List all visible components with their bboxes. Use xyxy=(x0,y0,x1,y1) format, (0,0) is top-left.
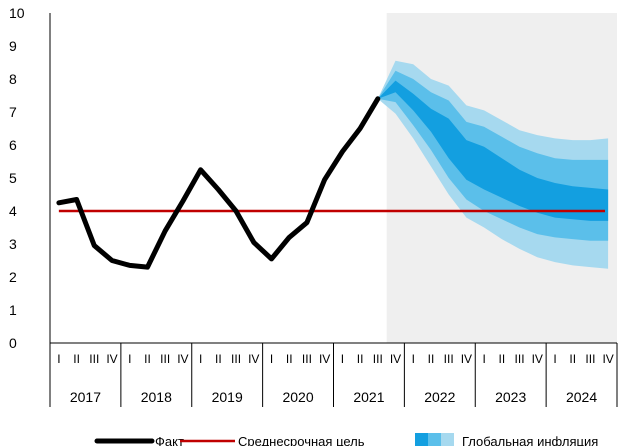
quarter-label: III xyxy=(160,352,170,366)
quarter-label: III xyxy=(302,352,312,366)
quarter-label: II xyxy=(357,352,364,366)
quarter-label: IV xyxy=(602,352,613,366)
quarter-label: I xyxy=(57,352,60,366)
quarter-label: III xyxy=(373,352,383,366)
year-label: 2019 xyxy=(212,389,243,405)
quarter-label: III xyxy=(585,352,595,366)
y-tick-label: 6 xyxy=(9,137,17,153)
y-tick-label: 1 xyxy=(9,302,17,318)
y-tick-label: 10 xyxy=(9,5,25,21)
y-tick-label: 2 xyxy=(9,269,17,285)
y-tick-label: 9 xyxy=(9,38,17,54)
quarter-label: IV xyxy=(461,352,472,366)
y-tick-label: 7 xyxy=(9,104,17,120)
year-label: 2020 xyxy=(282,389,313,405)
legend-fan-swatch-mid xyxy=(428,433,441,446)
quarter-label: I xyxy=(412,352,415,366)
y-axis: 0 1 2 3 4 5 6 7 8 9 10 xyxy=(9,5,51,351)
quarter-label: I xyxy=(553,352,556,366)
quarter-label: III xyxy=(444,352,454,366)
quarter-label: IV xyxy=(390,352,401,366)
y-tick-label: 3 xyxy=(9,236,17,252)
quarter-label: II xyxy=(286,352,293,366)
quarter-label: II xyxy=(73,352,80,366)
fan-bands xyxy=(377,60,609,269)
quarter-label: I xyxy=(482,352,485,366)
quarter-label: I xyxy=(199,352,202,366)
legend-fan-label: Глобальная инфляция xyxy=(462,434,598,446)
fan-band-inner xyxy=(377,80,609,221)
quarter-label: II xyxy=(144,352,151,366)
y-tick-label: 8 xyxy=(9,71,17,87)
quarter-label: III xyxy=(89,352,99,366)
quarter-label: IV xyxy=(248,352,259,366)
y-tick-label: 0 xyxy=(9,335,17,351)
legend-fan-swatch-light xyxy=(441,433,454,446)
quarter-label: IV xyxy=(319,352,330,366)
fact-line-layer xyxy=(56,96,381,270)
quarter-label: II xyxy=(569,352,576,366)
year-label: 2024 xyxy=(566,389,597,405)
y-tick-label: 5 xyxy=(9,170,17,186)
y-tick-label: 4 xyxy=(9,203,17,219)
legend-fan-swatch-dark xyxy=(415,433,428,446)
quarter-label: IV xyxy=(532,352,543,366)
year-label: 2018 xyxy=(141,389,172,405)
quarter-label: II xyxy=(215,352,222,366)
quarter-label: II xyxy=(498,352,505,366)
legend-target-label: Среднесрочная цель xyxy=(238,434,365,446)
year-label: 2023 xyxy=(495,389,526,405)
quarter-label: I xyxy=(341,352,344,366)
year-label: 2022 xyxy=(424,389,455,405)
quarter-label: III xyxy=(231,352,241,366)
quarter-label: II xyxy=(428,352,435,366)
quarter-label: I xyxy=(270,352,273,366)
quarter-label: IV xyxy=(106,352,117,366)
quarter-label: III xyxy=(515,352,525,366)
quarter-label: IV xyxy=(177,352,188,366)
quarter-label: I xyxy=(128,352,131,366)
year-label: 2021 xyxy=(353,389,384,405)
fact-line xyxy=(56,96,381,270)
year-label: 2017 xyxy=(70,389,101,405)
legend: Факт Среднесрочная цель Глобальная инфля… xyxy=(94,433,598,446)
legend-fact-label: Факт xyxy=(155,434,184,446)
